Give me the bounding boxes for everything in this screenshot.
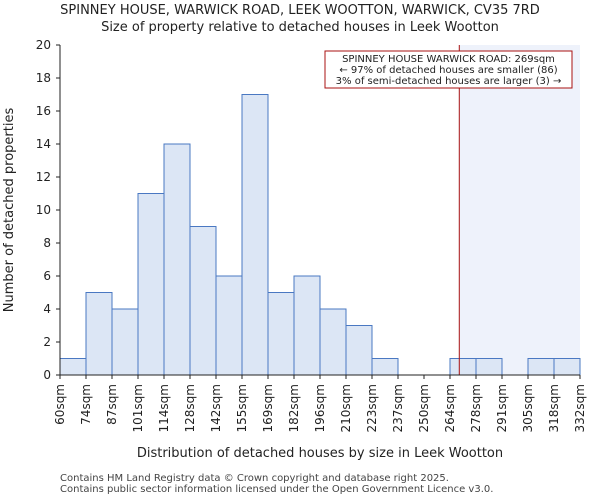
y-tick-label: 6 xyxy=(43,269,51,283)
x-tick-label: 87sqm xyxy=(105,384,119,425)
chart: SPINNEY HOUSE, WARWICK ROAD, LEEK WOOTTO… xyxy=(2,3,587,460)
x-tick-label: 155sqm xyxy=(235,384,249,432)
x-tick-label: 291sqm xyxy=(495,384,509,432)
x-tick-label: 142sqm xyxy=(209,384,223,432)
x-tick-label: 101sqm xyxy=(131,384,145,432)
y-ticks: 0 2 4 6 8 10 12 14 16 18 20 xyxy=(36,38,60,382)
y-tick-label: 8 xyxy=(43,236,51,250)
chart-title: SPINNEY HOUSE, WARWICK ROAD, LEEK WOOTTO… xyxy=(60,3,540,18)
y-tick-label: 18 xyxy=(36,71,51,85)
bar-169sqm xyxy=(267,292,295,376)
y-axis-label: Number of detached properties xyxy=(2,108,17,313)
footer-line-1: Contains HM Land Registry data © Crown c… xyxy=(60,473,449,484)
x-tick-label: 60sqm xyxy=(53,384,67,425)
bar-264sqm xyxy=(449,358,477,376)
bar-142sqm xyxy=(215,275,243,376)
bar-60sqm xyxy=(59,358,87,376)
bar-182sqm xyxy=(293,275,321,376)
footer-line-2: Contains public sector information licen… xyxy=(60,484,494,495)
x-tick-label: 223sqm xyxy=(365,384,379,432)
y-tick-label: 2 xyxy=(43,335,51,349)
bar-318sqm xyxy=(553,358,581,376)
x-tick-label: 114sqm xyxy=(157,384,171,432)
y-tick-label: 16 xyxy=(36,104,51,118)
annotation-line-2: ← 97% of detached houses are smaller (86… xyxy=(339,65,557,76)
x-ticks: 60sqm 74sqm 87sqm 101sqm 114sqm 128sqm 142sqm 1… xyxy=(53,375,587,432)
x-tick-label: 182sqm xyxy=(287,384,301,432)
highlight-region xyxy=(459,45,580,375)
x-tick-label: 128sqm xyxy=(183,384,197,432)
x-tick-label: 196sqm xyxy=(313,384,327,432)
bar-87sqm xyxy=(111,308,139,376)
annotation-line-3: 3% of semi-detached houses are larger (3… xyxy=(336,76,562,87)
y-tick-label: 14 xyxy=(36,137,51,151)
x-tick-label: 169sqm xyxy=(261,384,275,432)
y-tick-label: 20 xyxy=(36,38,51,52)
bar-196sqm xyxy=(319,308,347,376)
bar-223sqm xyxy=(371,358,399,376)
y-tick-label: 10 xyxy=(36,203,51,217)
annotation-line-1: SPINNEY HOUSE WARWICK ROAD: 269sqm xyxy=(342,54,555,65)
bar-155sqm xyxy=(241,94,269,376)
x-tick-label: 264sqm xyxy=(443,384,457,432)
bar-305sqm xyxy=(527,358,555,376)
x-tick-label: 305sqm xyxy=(521,384,535,432)
x-tick-label: 332sqm xyxy=(573,384,587,432)
chart-subtitle: Size of property relative to detached ho… xyxy=(101,20,499,35)
x-tick-label: 74sqm xyxy=(79,384,93,425)
x-tick-label: 318sqm xyxy=(547,384,561,432)
x-tick-label: 278sqm xyxy=(469,384,483,432)
bars-group xyxy=(59,94,581,376)
bar-114sqm xyxy=(163,143,191,376)
y-tick-label: 0 xyxy=(43,368,51,382)
x-axis-label: Distribution of detached houses by size … xyxy=(137,446,503,460)
annotation-box: SPINNEY HOUSE WARWICK ROAD: 269sqm ← 97%… xyxy=(324,50,573,89)
x-tick-label: 237sqm xyxy=(391,384,405,432)
bar-74sqm xyxy=(85,292,113,376)
x-tick-label: 210sqm xyxy=(339,384,353,432)
bar-101sqm xyxy=(137,193,165,376)
y-tick-label: 12 xyxy=(36,170,51,184)
bar-210sqm xyxy=(345,325,373,376)
x-tick-label: 250sqm xyxy=(417,384,431,432)
bar-128sqm xyxy=(189,226,217,376)
y-tick-label: 4 xyxy=(43,302,51,316)
bar-278sqm xyxy=(475,358,503,376)
